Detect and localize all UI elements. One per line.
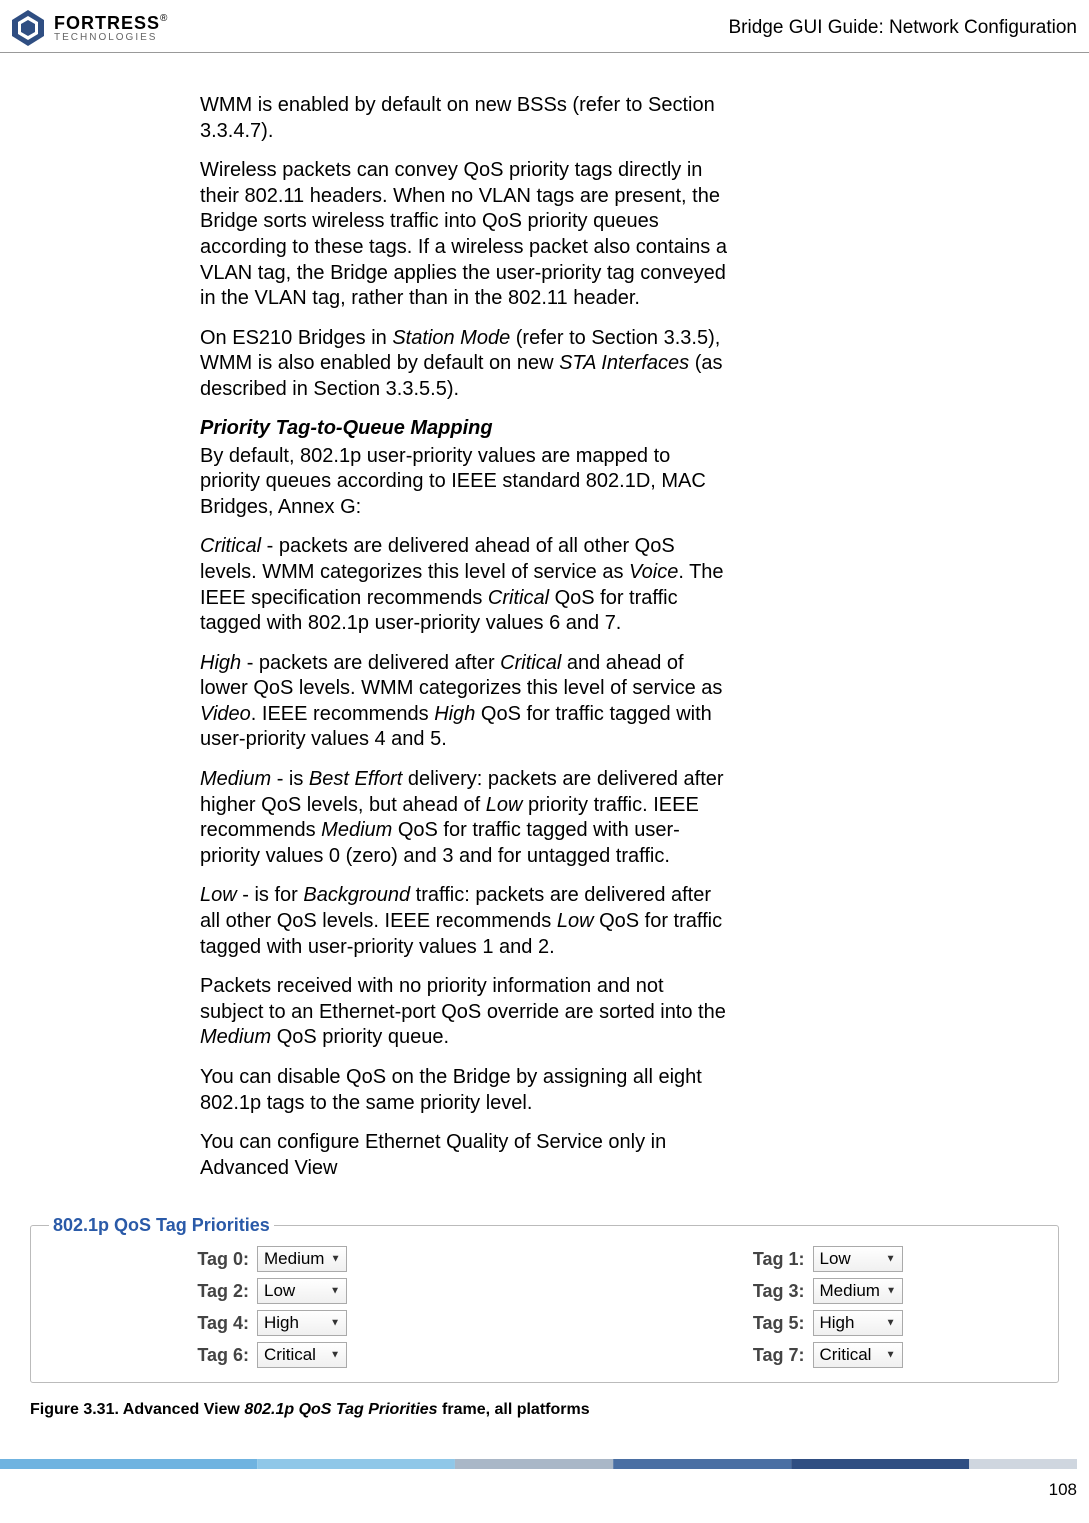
- paragraph: By default, 802.1p user-priority values …: [200, 444, 730, 521]
- qos-row-tag4: Tag 4: High ▼: [49, 1310, 485, 1336]
- chevron-down-icon: ▼: [886, 1286, 896, 1297]
- chevron-down-icon: ▼: [886, 1350, 896, 1361]
- text-italic: Critical: [200, 535, 261, 557]
- text-italic: Best Effort: [309, 768, 402, 790]
- logo-registered: ®: [160, 13, 167, 24]
- qos-row-tag1: Tag 1: Low ▼: [605, 1246, 1041, 1272]
- qos-label: Tag 3:: [605, 1281, 805, 1302]
- page-number: 108: [1049, 1480, 1077, 1499]
- qos-label: Tag 7:: [605, 1345, 805, 1366]
- text-italic: Medium: [200, 1026, 271, 1048]
- text: - is: [271, 768, 309, 790]
- logo-text: FORTRESS® TECHNOLOGIES: [54, 14, 167, 43]
- qos-select-tag4[interactable]: High ▼: [257, 1310, 347, 1336]
- qos-label: Tag 5:: [605, 1313, 805, 1334]
- text-italic: High: [434, 703, 475, 725]
- qos-select-tag5[interactable]: High ▼: [813, 1310, 903, 1336]
- qos-label: Tag 6:: [49, 1345, 249, 1366]
- text: frame, all platforms: [438, 1401, 590, 1418]
- qos-row-tag3: Tag 3: Medium ▼: [605, 1278, 1041, 1304]
- paragraph: Packets received with no priority inform…: [200, 974, 730, 1051]
- text-italic: High: [200, 652, 241, 674]
- logo-main: FORTRESS: [54, 13, 160, 33]
- chevron-down-icon: ▼: [330, 1350, 340, 1361]
- qos-value: Critical: [264, 1345, 316, 1364]
- figure-caption: Figure 3.31. Advanced View 802.1p QoS Ta…: [30, 1401, 1059, 1419]
- qos-tag-priorities-fieldset: 802.1p QoS Tag Priorities Tag 0: Medium ▼…: [30, 1215, 1059, 1383]
- qos-grid: Tag 0: Medium ▼ Tag 1: Low ▼ Tag 2: Low ▼ T…: [49, 1246, 1040, 1368]
- qos-label: Tag 2:: [49, 1281, 249, 1302]
- footer-bar-icon: [0, 1459, 1077, 1469]
- text-italic: Voice: [629, 561, 678, 583]
- chevron-down-icon: ▼: [886, 1318, 896, 1329]
- paragraph: You can configure Ethernet Quality of Se…: [200, 1130, 730, 1181]
- text: - is for: [237, 884, 304, 906]
- text-italic: Critical: [500, 652, 561, 674]
- text: . IEEE recommends: [251, 703, 434, 725]
- fortress-logo-icon: [8, 8, 48, 48]
- qos-select-tag2[interactable]: Low ▼: [257, 1278, 347, 1304]
- paragraph: Wireless packets can convey QoS priority…: [200, 158, 730, 312]
- logo-sub: TECHNOLOGIES: [54, 33, 167, 43]
- qos-select-tag1[interactable]: Low ▼: [813, 1246, 903, 1272]
- text: On ES210 Bridges in: [200, 327, 392, 349]
- text-italic: Low: [486, 794, 523, 816]
- text: QoS priority queue.: [271, 1026, 449, 1048]
- qos-label: Tag 1:: [605, 1249, 805, 1270]
- qos-select-tag7[interactable]: Critical ▼: [813, 1342, 903, 1368]
- text-italic: Critical: [488, 587, 549, 609]
- page-header: FORTRESS® TECHNOLOGIES Bridge GUI Guide:…: [0, 0, 1089, 53]
- qos-select-tag6[interactable]: Critical ▼: [257, 1342, 347, 1368]
- qos-value: Critical: [820, 1345, 872, 1364]
- qos-legend: 802.1p QoS Tag Priorities: [49, 1215, 274, 1236]
- text-italic: Background: [303, 884, 410, 906]
- qos-row-tag7: Tag 7: Critical ▼: [605, 1342, 1041, 1368]
- paragraph: On ES210 Bridges in Station Mode (refer …: [200, 326, 730, 403]
- qos-fieldset-wrap: 802.1p QoS Tag Priorities Tag 0: Medium ▼…: [30, 1215, 1059, 1383]
- chevron-down-icon: ▼: [330, 1318, 340, 1329]
- chevron-down-icon: ▼: [886, 1254, 896, 1265]
- qos-row-tag2: Tag 2: Low ▼: [49, 1278, 485, 1304]
- text-italic: Low: [557, 910, 594, 932]
- qos-value: High: [264, 1313, 299, 1332]
- logo-block: FORTRESS® TECHNOLOGIES: [8, 8, 167, 48]
- text-italic: Station Mode: [392, 327, 510, 349]
- text: Figure 3.31. Advanced View: [30, 1401, 244, 1418]
- qos-value: Medium: [264, 1249, 324, 1268]
- paragraph: WMM is enabled by default on new BSSs (r…: [200, 93, 730, 144]
- paragraph: You can disable QoS on the Bridge by ass…: [200, 1065, 730, 1116]
- paragraph: Low - is for Background traffic: packets…: [200, 883, 730, 960]
- text-italic: Medium: [321, 819, 392, 841]
- paragraph: Medium - is Best Effort delivery: packet…: [200, 767, 730, 869]
- text: - packets are delivered after: [241, 652, 500, 674]
- qos-row-tag6: Tag 6: Critical ▼: [49, 1342, 485, 1368]
- qos-value: High: [820, 1313, 855, 1332]
- header-title: Bridge GUI Guide: Network Configuration: [729, 17, 1078, 39]
- qos-row-tag0: Tag 0: Medium ▼: [49, 1246, 485, 1272]
- text-italic: Video: [200, 703, 251, 725]
- paragraph: Critical - packets are delivered ahead o…: [200, 534, 730, 636]
- qos-value: Medium: [820, 1281, 880, 1300]
- text-italic: Low: [200, 884, 237, 906]
- qos-row-tag5: Tag 5: High ▼: [605, 1310, 1041, 1336]
- subheading: Priority Tag-to-Queue Mapping: [200, 417, 730, 440]
- qos-label: Tag 4:: [49, 1313, 249, 1334]
- chevron-down-icon: ▼: [331, 1254, 341, 1265]
- text: Packets received with no priority inform…: [200, 975, 726, 1023]
- qos-value: Low: [820, 1249, 851, 1268]
- qos-select-tag0[interactable]: Medium ▼: [257, 1246, 347, 1272]
- text: - packets are delivered ahead of all oth…: [200, 535, 675, 583]
- qos-value: Low: [264, 1281, 295, 1300]
- paragraph: High - packets are delivered after Criti…: [200, 651, 730, 753]
- qos-label: Tag 0:: [49, 1249, 249, 1270]
- page-footer: 108: [0, 1459, 1089, 1508]
- text-italic: Medium: [200, 768, 271, 790]
- chevron-down-icon: ▼: [330, 1286, 340, 1297]
- text-italic: STA Interfaces: [559, 352, 689, 374]
- text-italic: 802.1p QoS Tag Priorities: [244, 1401, 437, 1418]
- main-content: WMM is enabled by default on new BSSs (r…: [0, 53, 760, 1205]
- qos-select-tag3[interactable]: Medium ▼: [813, 1278, 903, 1304]
